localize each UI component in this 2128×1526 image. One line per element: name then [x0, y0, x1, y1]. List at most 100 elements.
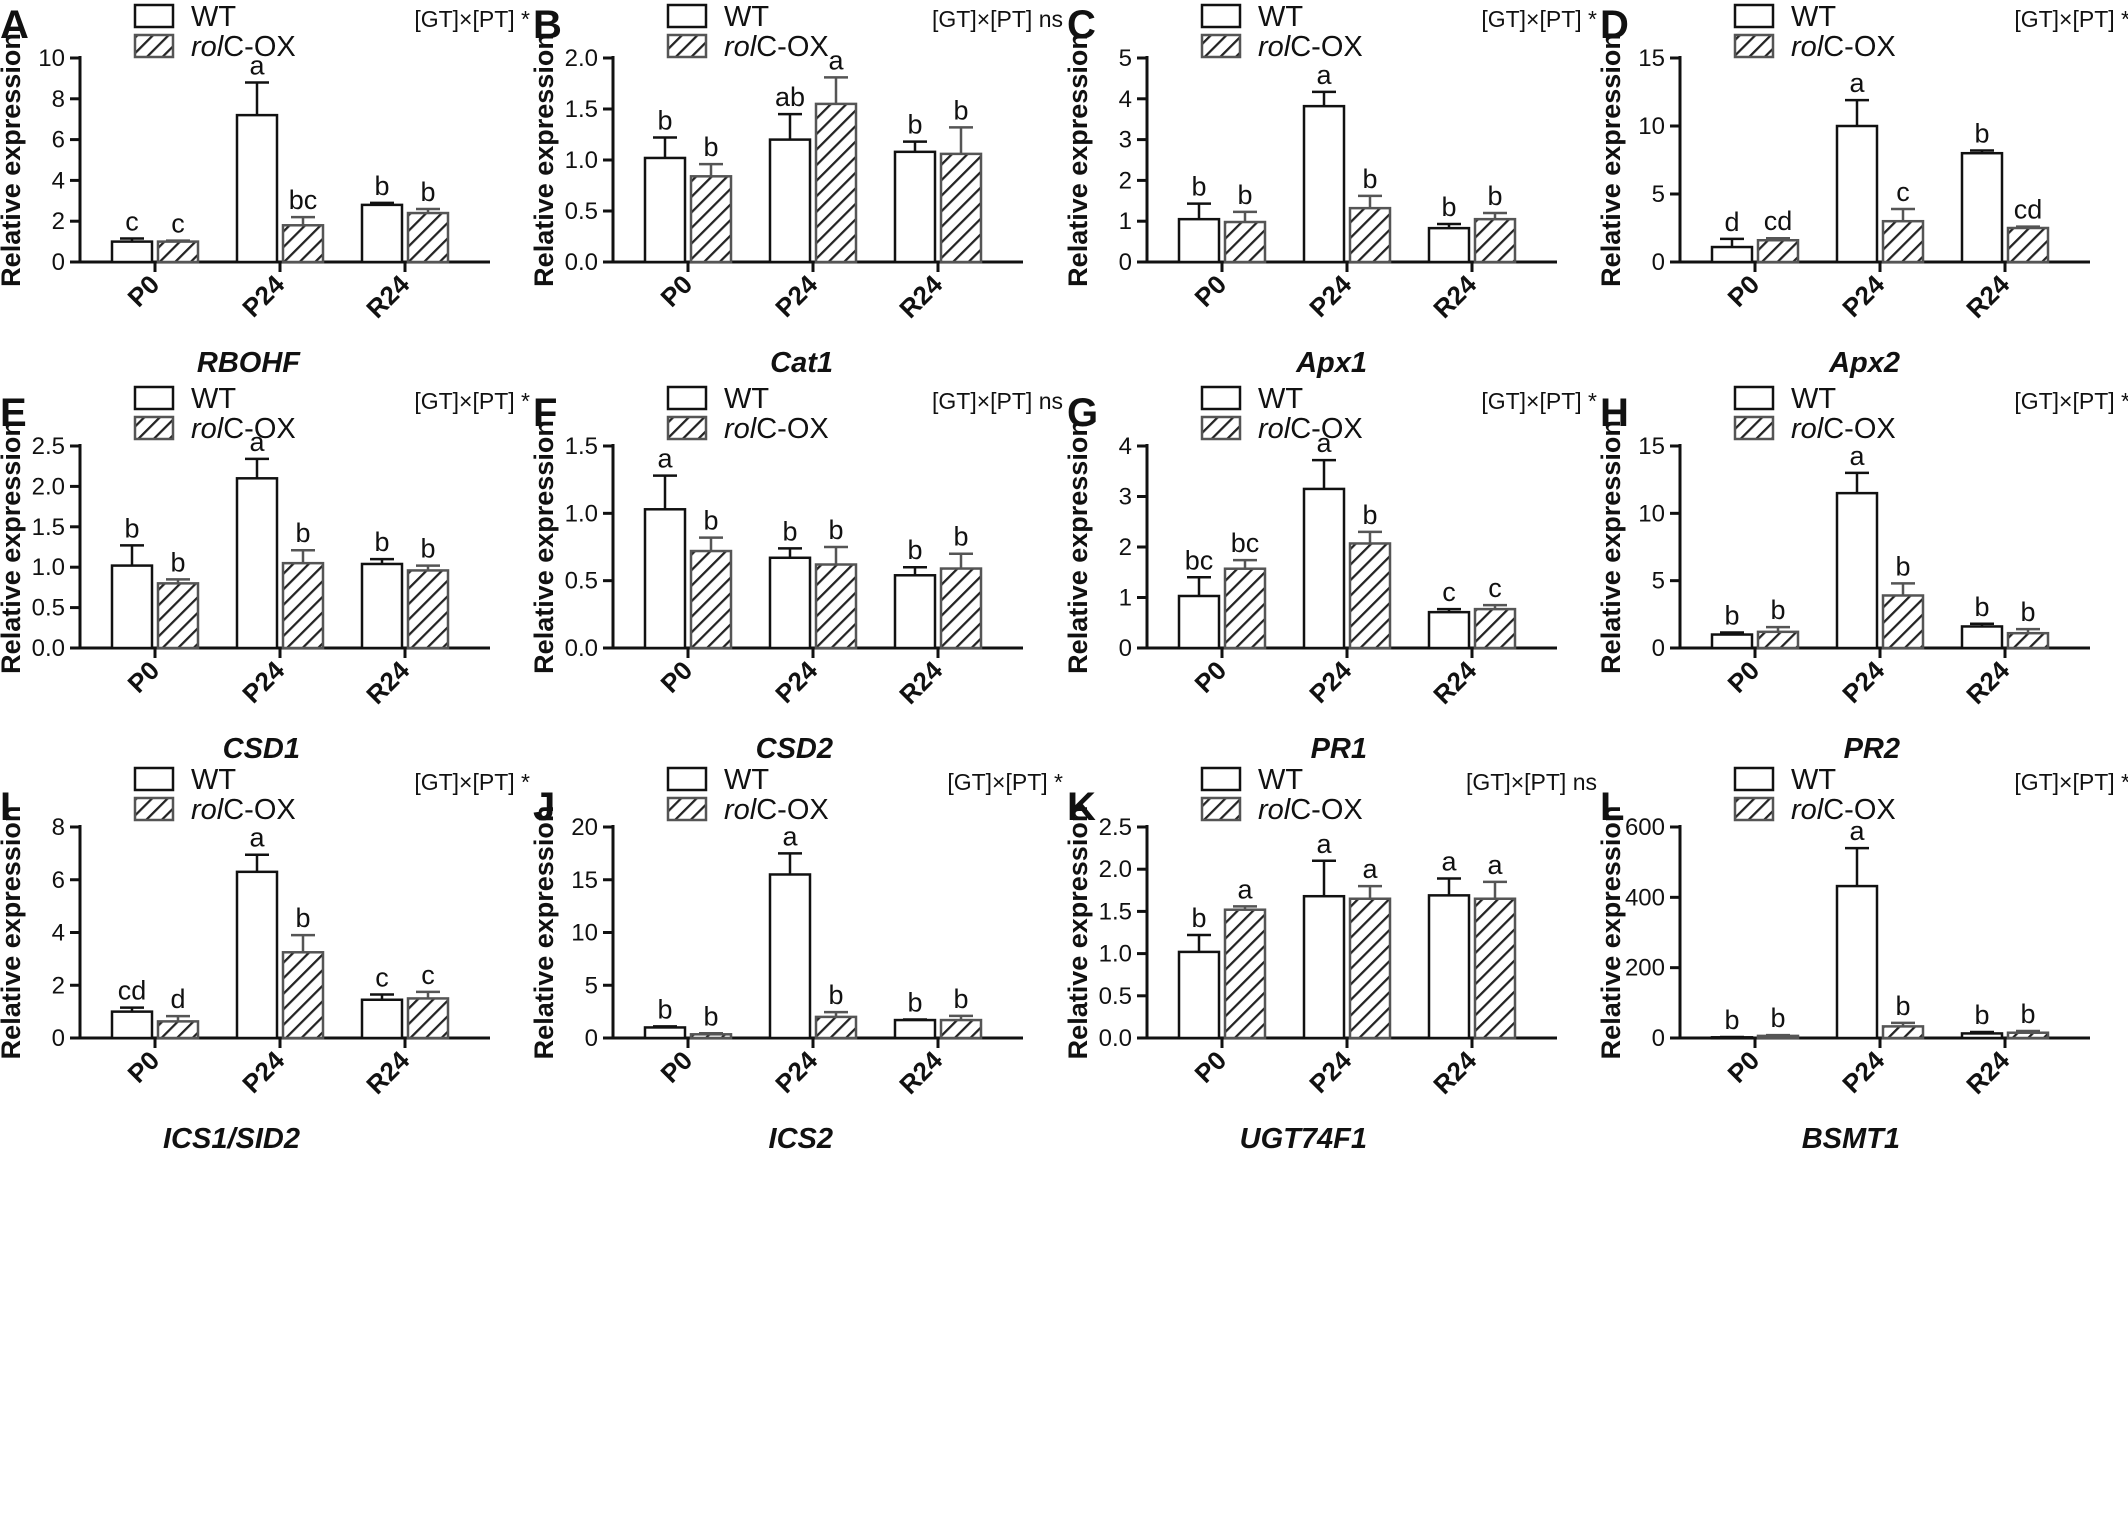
panel-letter: I [0, 785, 11, 829]
legend-swatch-rolc-ox [1200, 796, 1242, 822]
significance-letter: b [657, 994, 672, 1024]
y-axis-label: Relative expression [529, 806, 559, 1060]
panel-letter: H [1600, 391, 1629, 435]
bar-rolc-ox [814, 102, 858, 264]
significance-letter: b [2020, 597, 2035, 627]
bar-wt [360, 998, 404, 1040]
significance-letter: b [657, 106, 672, 136]
legend-label-rolc-ox: rolC-OX [1791, 31, 1896, 63]
bar-rolc-ox [406, 997, 450, 1040]
bar-wt [1177, 950, 1221, 1040]
bar-wt [1177, 217, 1221, 264]
category-label: P0 [1722, 655, 1766, 699]
y-tick-label: 6 [52, 867, 65, 894]
significance-letter: a [1316, 829, 1332, 859]
bar-wt [1835, 884, 1879, 1040]
y-tick-label: 2 [52, 208, 65, 235]
legend-swatch-rolc-ox [1733, 415, 1775, 441]
category-label: R24 [1960, 269, 2015, 324]
interaction-stat: [GT]×[PT] * [414, 769, 530, 795]
bar-rolc-ox [156, 240, 200, 264]
significance-letter: b [420, 177, 435, 207]
significance-letter: b [295, 518, 310, 548]
y-tick-label: 2.0 [565, 45, 598, 72]
panel-letter: F [533, 391, 557, 435]
bar-wt [1835, 491, 1879, 650]
y-tick-label: 4 [52, 920, 65, 947]
significance-letter: a [657, 444, 673, 474]
panel-letter: A [0, 3, 29, 47]
significance-letter: a [1441, 846, 1457, 876]
legend-swatch-wt [666, 385, 708, 411]
significance-letter: a [828, 45, 844, 75]
category-label: R24 [1427, 269, 1482, 324]
y-tick-label: 6 [52, 127, 65, 154]
gene-name: CSD1 [223, 733, 300, 765]
y-tick-label: 2 [1119, 534, 1132, 561]
y-tick-label: 4 [1119, 86, 1132, 113]
legend-label-wt: WT [1791, 764, 1836, 796]
y-tick-label: 4 [1119, 433, 1132, 460]
significance-letter: b [295, 903, 310, 933]
category-label: P24 [769, 1045, 823, 1099]
category-label: P0 [122, 655, 166, 699]
significance-letter: cd [1764, 206, 1793, 236]
y-tick-label: 0.5 [565, 568, 598, 595]
panel-letter: K [1067, 785, 1096, 829]
legend-label-wt: WT [191, 1, 236, 33]
bar-wt [1302, 487, 1346, 650]
legend-label-rolc-ox: rolC-OX [191, 413, 296, 445]
y-tick-label: 1.5 [1099, 898, 1132, 925]
significance-letter: b [374, 527, 389, 557]
y-tick-label: 0 [585, 1025, 598, 1052]
legend-swatch-rolc-ox [133, 796, 175, 822]
y-tick-label: 4 [52, 167, 65, 194]
y-tick-label: 2.5 [1099, 814, 1132, 841]
y-tick-label: 0 [1652, 1025, 1665, 1052]
category-label: P24 [769, 655, 823, 709]
significance-letter: b [1441, 192, 1456, 222]
significance-letter: b [828, 515, 843, 545]
category-label: P24 [1303, 655, 1357, 709]
interaction-stat: [GT]×[PT] * [414, 6, 530, 32]
significance-letter: b [1191, 903, 1206, 933]
legend-swatch-rolc-ox [1733, 796, 1775, 822]
y-tick-label: 5 [1119, 45, 1132, 72]
bar-wt [1710, 245, 1754, 264]
bar-wt [110, 240, 154, 264]
y-tick-label: 1.0 [565, 500, 598, 527]
significance-letter: b [1974, 118, 1989, 148]
y-tick-label: 8 [52, 86, 65, 113]
legend-label-rolc-ox: rolC-OX [724, 794, 829, 826]
bar-rolc-ox [281, 224, 325, 264]
legend-label-rolc-ox: rolC-OX [724, 413, 829, 445]
bar-wt [1302, 894, 1346, 1040]
significance-letter: b [1724, 1005, 1739, 1035]
bar-wt [643, 1026, 687, 1040]
legend-label-wt: WT [724, 1, 769, 33]
bar-rolc-ox [1756, 238, 1800, 264]
bar-rolc-ox [156, 1020, 200, 1040]
gene-name: Cat1 [770, 347, 833, 379]
bar-rolc-ox [1473, 217, 1517, 264]
legend-swatch-wt [1733, 766, 1775, 792]
significance-letter: a [1316, 428, 1332, 458]
bar-wt [768, 873, 812, 1040]
bar-wt [110, 564, 154, 650]
y-tick-label: 10 [1638, 113, 1665, 140]
bar-rolc-ox [939, 152, 983, 264]
significance-letter: bc [289, 185, 318, 215]
category-label: R24 [893, 655, 948, 710]
y-axis-label: Relative expression [0, 420, 26, 674]
significance-letter: b [170, 547, 185, 577]
legend-label-wt: WT [1258, 1, 1303, 33]
bar-wt [893, 574, 937, 650]
y-tick-label: 0.0 [1099, 1025, 1132, 1052]
legend-label-wt: WT [1791, 1, 1836, 33]
bar-wt [235, 870, 279, 1040]
significance-letter: b [1974, 1000, 1989, 1030]
